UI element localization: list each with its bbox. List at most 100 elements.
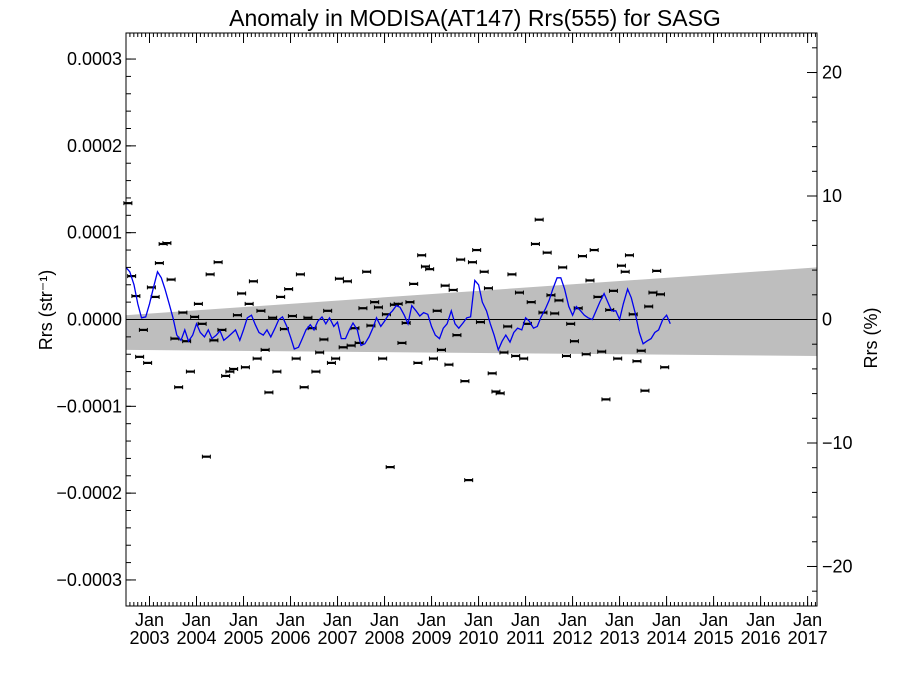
y-axis-label-right: Rrs (%) bbox=[861, 308, 881, 369]
data-point bbox=[569, 339, 579, 344]
data-point bbox=[519, 356, 529, 361]
axes-layer: 0.0003 0.0002 0.0001 0.0000 −0.0001 −0.0002 −0… bbox=[56, 32, 853, 648]
data-point bbox=[652, 268, 662, 273]
data-point bbox=[311, 369, 321, 374]
data-point bbox=[483, 286, 493, 291]
data-point bbox=[284, 287, 294, 292]
x-tick-label-year: 2012 bbox=[553, 628, 593, 648]
data-point bbox=[585, 278, 595, 283]
data-point bbox=[358, 306, 368, 311]
y-tick-label-left: 0.0003 bbox=[67, 49, 122, 69]
x-tick-label-month: Jan bbox=[652, 610, 681, 630]
data-point bbox=[448, 287, 458, 292]
x-tick-label-year: 2013 bbox=[600, 628, 640, 648]
data-point bbox=[232, 313, 242, 318]
data-point bbox=[303, 315, 313, 320]
data-point bbox=[213, 260, 223, 265]
data-point bbox=[326, 360, 336, 365]
data-point bbox=[229, 366, 239, 371]
data-point bbox=[370, 300, 380, 305]
data-point bbox=[417, 253, 427, 258]
data-point bbox=[252, 356, 262, 361]
data-point bbox=[373, 305, 383, 310]
data-point bbox=[154, 261, 164, 266]
x-tick-label-month: Jan bbox=[464, 610, 493, 630]
x-tick-label-month: Jan bbox=[135, 610, 164, 630]
data-point bbox=[334, 276, 344, 281]
data-point bbox=[256, 308, 266, 313]
data-point bbox=[597, 349, 607, 354]
data-point bbox=[620, 269, 630, 274]
data-point bbox=[315, 350, 325, 355]
data-point bbox=[205, 272, 215, 277]
data-point bbox=[244, 301, 254, 306]
data-point bbox=[287, 314, 297, 319]
data-point bbox=[162, 241, 172, 246]
data-point bbox=[616, 263, 626, 268]
x-tick-label-year: 2005 bbox=[223, 628, 263, 648]
data-point bbox=[503, 324, 513, 329]
data-point bbox=[420, 264, 430, 269]
data-point bbox=[581, 352, 591, 357]
data-point bbox=[464, 478, 474, 483]
data-point bbox=[601, 397, 611, 402]
y-tick-label-left: −0.0003 bbox=[56, 570, 122, 590]
data-point bbox=[393, 301, 403, 306]
data-point bbox=[197, 321, 207, 326]
data-point bbox=[150, 294, 160, 299]
y-tick-label-right: 0 bbox=[822, 310, 832, 330]
data-point bbox=[499, 350, 509, 355]
data-point bbox=[472, 248, 482, 253]
data-point bbox=[467, 260, 477, 265]
y-tick-label-left: 0.0002 bbox=[67, 136, 122, 156]
x-tick-label-month: Jan bbox=[746, 610, 775, 630]
data-point bbox=[561, 353, 571, 358]
data-point bbox=[554, 298, 564, 303]
data-point bbox=[636, 348, 646, 353]
data-point bbox=[452, 333, 462, 338]
y-tick-label-right: 20 bbox=[822, 63, 842, 83]
data-point bbox=[487, 371, 497, 376]
data-point bbox=[272, 369, 282, 374]
data-point bbox=[514, 290, 524, 295]
data-point bbox=[123, 201, 133, 206]
data-point bbox=[566, 321, 576, 326]
data-point bbox=[264, 390, 274, 395]
data-point bbox=[428, 356, 438, 361]
data-point bbox=[644, 304, 654, 309]
x-tick-label-year: 2010 bbox=[459, 628, 499, 648]
data-point bbox=[190, 314, 200, 319]
x-tick-label-year: 2016 bbox=[741, 628, 781, 648]
y-tick-label-right: 10 bbox=[822, 186, 842, 206]
data-point bbox=[632, 359, 642, 364]
x-tick-label-month: Jan bbox=[182, 610, 211, 630]
data-point bbox=[221, 373, 231, 378]
data-point bbox=[178, 310, 188, 315]
data-point bbox=[660, 365, 670, 370]
y-axis-label-left: Rrs (str⁻¹) bbox=[36, 270, 56, 350]
data-point bbox=[323, 308, 333, 313]
chart-title: Anomaly in MODISA(AT147) Rrs(555) for SA… bbox=[229, 5, 721, 31]
data-point bbox=[319, 337, 329, 342]
x-tick-label-year: 2008 bbox=[365, 628, 405, 648]
data-point bbox=[166, 277, 176, 282]
data-point bbox=[530, 241, 540, 246]
data-point bbox=[291, 356, 301, 361]
data-point bbox=[577, 254, 587, 259]
data-point bbox=[405, 300, 415, 305]
data-point bbox=[479, 269, 489, 274]
x-tick-label-year: 2007 bbox=[318, 628, 358, 648]
data-point bbox=[385, 465, 395, 470]
y-tick-label-right: −10 bbox=[822, 433, 853, 453]
data-point bbox=[331, 356, 341, 361]
data-point bbox=[444, 362, 454, 367]
data-point bbox=[456, 257, 466, 262]
y-tick-label-right: −20 bbox=[822, 556, 853, 576]
data-point bbox=[495, 391, 505, 396]
data-point bbox=[507, 272, 517, 277]
y-tick-label-left: −0.0002 bbox=[56, 483, 122, 503]
data-point bbox=[362, 269, 372, 274]
y-tick-label-left: 0.0001 bbox=[67, 223, 122, 243]
x-tick-label-month: Jan bbox=[229, 610, 258, 630]
data-point bbox=[237, 291, 247, 296]
